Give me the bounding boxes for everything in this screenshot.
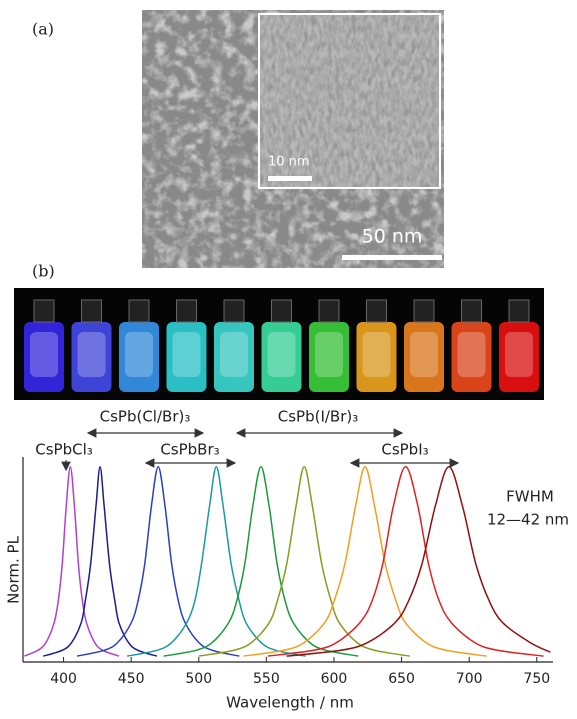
- pl-curve: [76, 466, 240, 657]
- pl-curve: [286, 466, 551, 657]
- x-tick-label: 550: [253, 671, 280, 687]
- x-tick-label: 650: [388, 671, 415, 687]
- pl-curve: [126, 466, 306, 657]
- vial: [166, 322, 207, 392]
- annotations: [61, 428, 460, 472]
- vial-neck: [81, 299, 102, 323]
- vial-glow: [220, 332, 248, 377]
- annotation: CsPb(I/Br)₃: [278, 408, 359, 426]
- scale-label: 10 nm: [268, 155, 310, 170]
- x-tick-label: 500: [185, 671, 212, 687]
- vial: [214, 322, 254, 392]
- vial-neck: [128, 299, 150, 323]
- vial-neck: [223, 299, 245, 323]
- pl-curve: [24, 466, 120, 657]
- x-tick-label: 700: [456, 671, 483, 687]
- vial: [451, 322, 492, 392]
- x-axis-label: Wavelength / nm: [226, 694, 354, 712]
- vial-glow: [457, 332, 486, 377]
- pl-curve: [267, 466, 544, 657]
- vial: [71, 322, 112, 392]
- vial-neck: [366, 299, 387, 323]
- vial-neck: [33, 299, 55, 323]
- vial-neck: [271, 299, 292, 323]
- annotation: CsPbI₃: [381, 441, 428, 459]
- annotation: FWHM: [506, 488, 554, 506]
- tem-image: [142, 10, 444, 268]
- vial-glow: [267, 332, 296, 377]
- vial-neck: [508, 299, 530, 323]
- panel-label: (b): [32, 262, 55, 281]
- vial: [309, 322, 349, 392]
- pl-curve: [163, 466, 359, 657]
- panel-label: (a): [32, 20, 54, 39]
- vial-neck: [413, 299, 435, 323]
- pl-curve: [43, 466, 158, 657]
- vial-neck: [176, 299, 197, 323]
- vial: [499, 322, 539, 392]
- vial-glow: [505, 332, 533, 377]
- vial: [404, 322, 444, 392]
- vial: [119, 322, 159, 392]
- vial-photo: [14, 288, 544, 400]
- pl-curve: [198, 466, 410, 657]
- vial-glow: [77, 332, 106, 377]
- vial-glow: [172, 332, 201, 377]
- annotation: CsPbBr₃: [160, 441, 219, 459]
- vial-neck: [461, 299, 482, 323]
- scale-label: 50 nm: [362, 226, 423, 248]
- vial-glow: [125, 332, 153, 377]
- annotation: CsPb(Cl/Br)₃: [100, 408, 191, 426]
- vial: [24, 322, 64, 392]
- x-tick-label: 750: [523, 671, 550, 687]
- annotation: CsPbCl₃: [35, 441, 93, 459]
- vial-glow: [315, 332, 343, 377]
- x-tick-label: 600: [321, 671, 348, 687]
- vial-glow: [30, 332, 58, 377]
- x-tick-label: 400: [50, 671, 77, 687]
- vial: [356, 322, 397, 392]
- pl-curve: [243, 466, 487, 657]
- annotation: 12—42 nm: [487, 511, 569, 529]
- vial-glow: [410, 332, 438, 377]
- vial-neck: [318, 299, 340, 323]
- y-axis-label: Norm. PL: [5, 535, 23, 603]
- vial-glow: [362, 332, 391, 377]
- vial: [261, 322, 302, 392]
- x-tick-label: 450: [118, 671, 145, 687]
